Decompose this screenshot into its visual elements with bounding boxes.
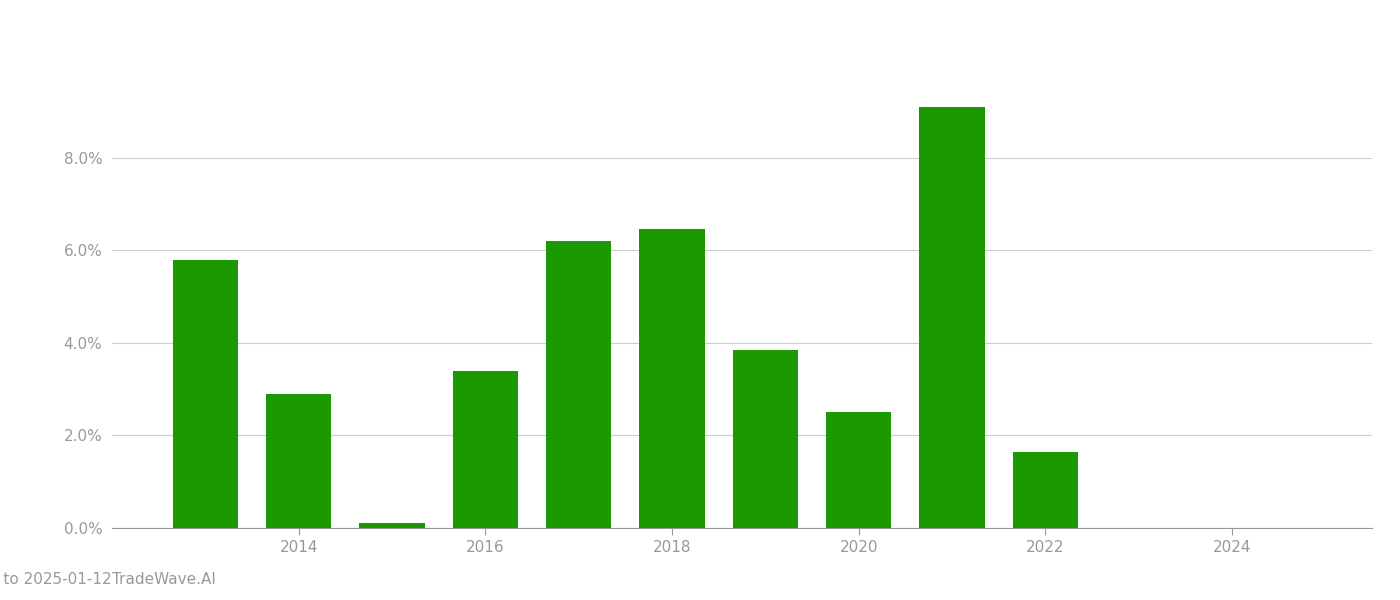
Text: GLD TradeWave Gain Loss Barchart - 2024-11-27 to 2025-01-12: GLD TradeWave Gain Loss Barchart - 2024-…: [0, 572, 112, 587]
Bar: [360, 523, 424, 528]
Bar: [172, 260, 238, 528]
Bar: [640, 229, 704, 528]
Bar: [266, 394, 332, 528]
Bar: [452, 371, 518, 528]
Bar: [732, 350, 798, 528]
Bar: [546, 241, 612, 528]
Bar: [1012, 452, 1078, 528]
Bar: [920, 107, 984, 528]
Text: TradeWave.AI: TradeWave.AI: [112, 572, 216, 587]
Bar: [826, 412, 892, 528]
